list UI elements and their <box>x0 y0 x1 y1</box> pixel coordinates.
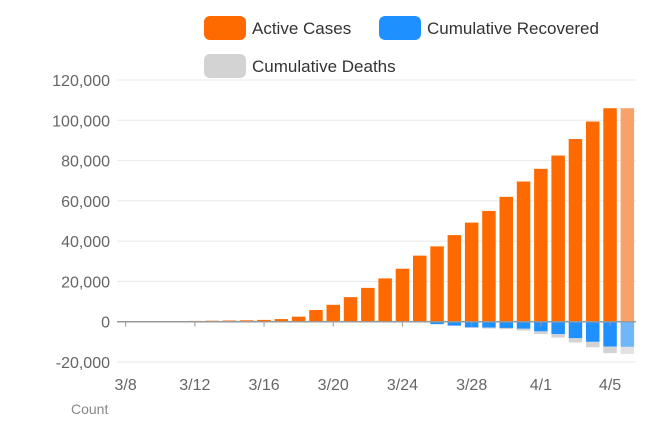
bar-cumulative-recovered-4-2 <box>551 322 564 334</box>
bar-active-cases-3-27 <box>448 235 461 322</box>
bars <box>119 108 634 354</box>
legend: Active Cases Cumulative Recovered Cumula… <box>204 16 599 78</box>
legend-item-cumulative-recovered[interactable]: Cumulative Recovered <box>379 16 599 40</box>
bar-cumulative-deaths-3-30 <box>500 328 513 329</box>
x-tick-label: 3/24 <box>387 377 418 394</box>
y-tick-label: 120,000 <box>52 73 110 90</box>
bar-active-cases-3-24 <box>396 269 409 322</box>
bar-active-cases-3-22 <box>361 288 374 322</box>
bar-cumulative-recovered-3-29 <box>482 322 495 328</box>
bar-cumulative-deaths-4-4 <box>586 342 599 347</box>
x-tick-label: 4/5 <box>599 377 621 394</box>
legend-label-cumulative-deaths: Cumulative Deaths <box>252 57 396 76</box>
y-axis-tick-labels: -20,000 0 20,000 40,000 60,000 80,000 100,000 1… <box>52 73 110 372</box>
y-tick-label: 80,000 <box>61 154 110 171</box>
x-tick-label: 3/28 <box>456 377 487 394</box>
bar-cumulative-deaths-4-6 <box>621 347 634 354</box>
x-axis-tick-labels: 3/8 3/12 3/16 3/20 3/24 3/28 4/1 4/5 <box>115 377 622 394</box>
bar-cumulative-recovered-4-6 <box>621 322 634 347</box>
bar-active-cases-3-18 <box>292 317 305 322</box>
bar-cumulative-deaths-4-2 <box>551 334 564 337</box>
bar-cumulative-deaths-3-31 <box>517 329 530 331</box>
legend-item-cumulative-deaths[interactable]: Cumulative Deaths <box>204 54 396 78</box>
bar-active-cases-3-30 <box>500 197 513 322</box>
bar-active-cases-4-5 <box>603 108 616 322</box>
legend-swatch-cumulative-deaths <box>204 54 246 78</box>
legend-swatch-active-cases <box>204 16 246 40</box>
x-tick-label: 3/8 <box>115 377 137 394</box>
bar-active-cases-3-28 <box>465 223 478 322</box>
legend-label-cumulative-recovered: Cumulative Recovered <box>427 19 599 38</box>
bar-cumulative-deaths-4-5 <box>603 346 616 353</box>
y-tick-label: 40,000 <box>61 234 110 251</box>
bar-cumulative-deaths-4-3 <box>569 338 582 342</box>
bar-active-cases-4-2 <box>551 156 564 322</box>
bar-active-cases-3-31 <box>517 182 530 322</box>
bar-active-cases-3-26 <box>430 246 443 321</box>
bar-active-cases-4-3 <box>569 139 582 322</box>
bar-cumulative-deaths-4-1 <box>534 331 547 334</box>
bar-active-cases-3-25 <box>413 256 426 322</box>
y-tick-label: 60,000 <box>61 194 110 211</box>
bar-active-cases-3-20 <box>327 305 340 322</box>
x-tick-label: 4/1 <box>530 377 552 394</box>
y-tick-label: 20,000 <box>61 274 110 291</box>
legend-label-active-cases: Active Cases <box>252 19 351 38</box>
bar-active-cases-3-23 <box>378 278 391 321</box>
bar-active-cases-4-4 <box>586 121 599 321</box>
bar-cumulative-deaths-3-28 <box>465 327 478 328</box>
bar-active-cases-3-19 <box>309 310 322 322</box>
y-tick-label: -20,000 <box>56 355 110 372</box>
bar-cumulative-recovered-3-31 <box>517 322 530 329</box>
x-tick-label: 3/16 <box>248 377 279 394</box>
bar-cumulative-recovered-3-30 <box>500 322 513 328</box>
bar-active-cases-4-6 <box>621 108 634 322</box>
bar-cumulative-recovered-4-4 <box>586 322 599 342</box>
legend-swatch-cumulative-recovered <box>379 16 421 40</box>
bar-active-cases-3-29 <box>482 211 495 322</box>
bar-active-cases-4-1 <box>534 169 547 322</box>
bar-cumulative-deaths-3-29 <box>482 328 495 329</box>
count-label: Count <box>71 401 108 417</box>
bar-cumulative-recovered-4-3 <box>569 322 582 339</box>
y-tick-label: 0 <box>101 315 110 332</box>
legend-item-active-cases[interactable]: Active Cases <box>204 16 351 40</box>
y-tick-label: 100,000 <box>52 113 110 130</box>
bar-active-cases-3-21 <box>344 297 357 322</box>
x-tick-label: 3/12 <box>179 377 210 394</box>
x-tick-label: 3/20 <box>318 377 349 394</box>
